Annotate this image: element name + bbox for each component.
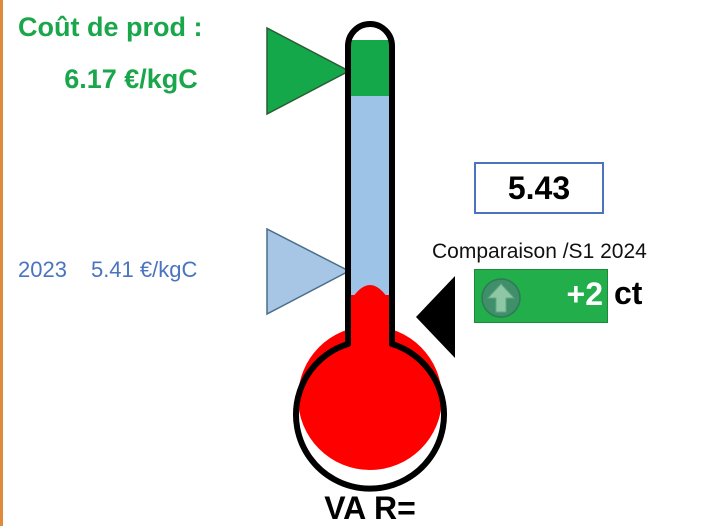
delta-badge: +2 [474, 269, 608, 323]
thermometer-outline [293, 21, 447, 492]
footer-label: VA R= [324, 490, 416, 526]
delta-value: +2 [566, 276, 603, 312]
cost-marker-triangle [266, 26, 351, 116]
reference-label: 2023 5.41 €/kgC [18, 257, 197, 283]
left-border [0, 0, 3, 526]
thermometer-red-level [351, 285, 389, 310]
current-value-box: 5.43 [474, 162, 604, 214]
thermometer-green-level [351, 40, 389, 95]
reference-year: 2023 [18, 257, 67, 282]
reference-marker-triangle [266, 227, 351, 316]
arrow-up-icon [481, 278, 521, 318]
reference-value: 5.41 €/kgC [90, 257, 198, 282]
current-value-pointer [416, 276, 455, 358]
comparison-label: Comparaison /S1 2024 [432, 240, 647, 263]
cost-title: Coût de prod : [18, 12, 203, 42]
delta-unit: ct [614, 275, 643, 311]
cost-value: 6.17 €/kgC [64, 64, 198, 94]
thermometer-bulb [298, 326, 442, 470]
